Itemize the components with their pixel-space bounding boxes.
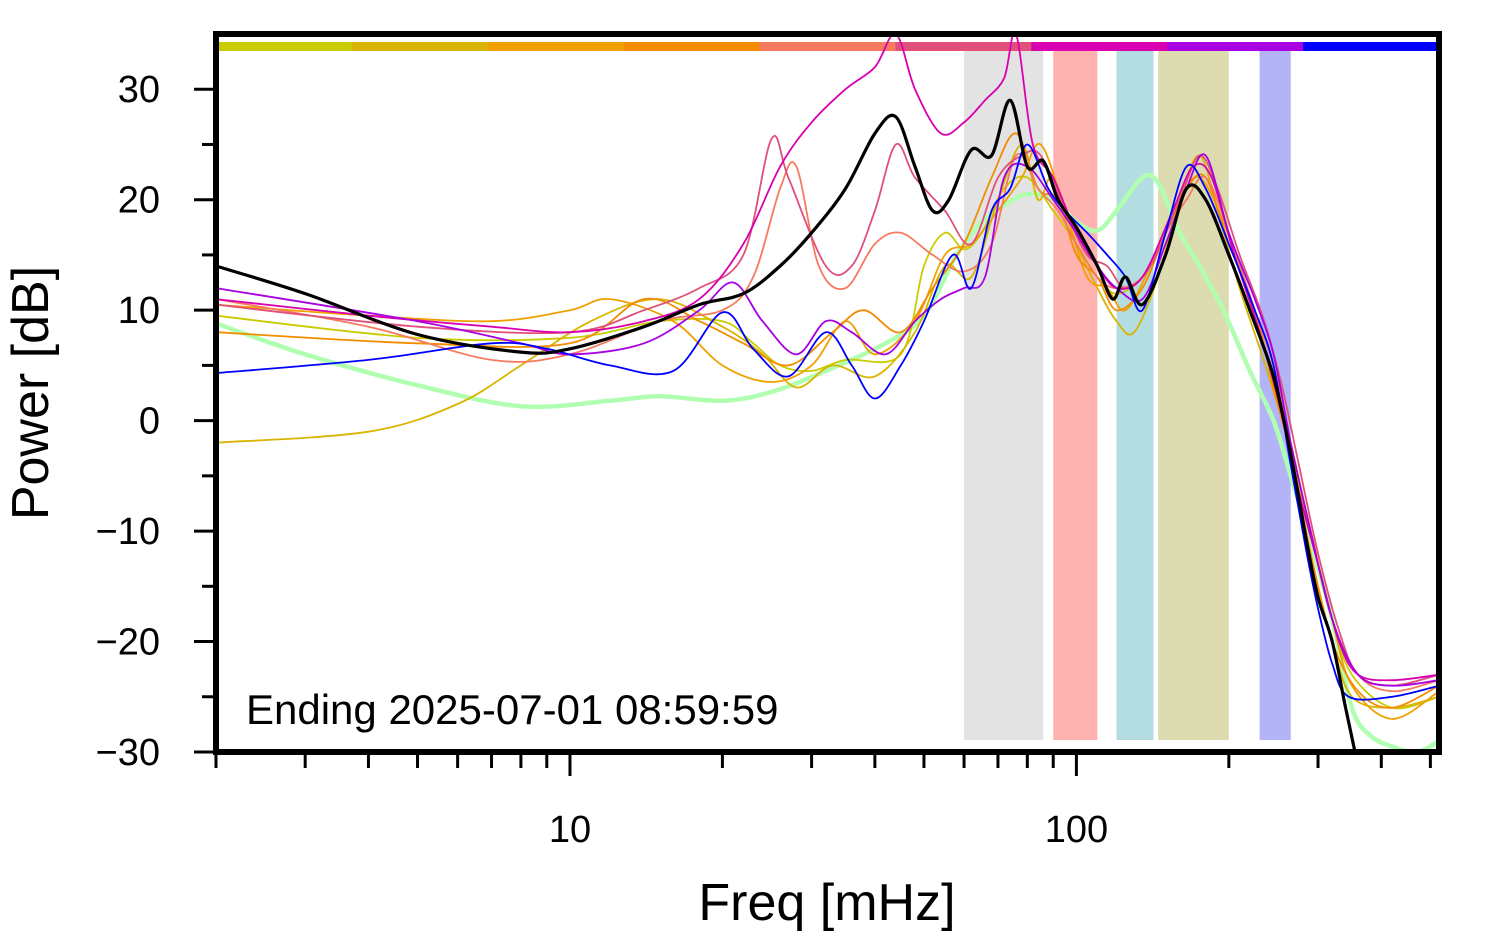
top-color-bar-segment [351, 42, 489, 51]
top-color-bar-segment [487, 42, 625, 51]
top-color-bar-segment [1031, 42, 1168, 51]
top-color-bar-segment [623, 42, 761, 51]
series-line [215, 143, 1440, 709]
top-color-bar [216, 42, 1440, 51]
series-line [215, 175, 1440, 710]
axis-ticks [194, 87, 1432, 776]
plot-frame [213, 31, 1442, 755]
y-tick-label: −10 [96, 511, 160, 553]
top-color-bar-segment [216, 42, 353, 51]
x-tick-labels: 10 100 [549, 809, 1108, 851]
series-line [215, 135, 1440, 687]
series-line [215, 153, 1440, 693]
x-tick-label: 10 [549, 809, 591, 851]
top-color-bar-segment [1303, 42, 1440, 51]
frequency-band [1116, 46, 1154, 740]
series-line [215, 153, 1440, 687]
y-tick-label: −30 [96, 732, 160, 774]
top-color-bar-segment [895, 42, 1032, 51]
series-line [214, 98, 1357, 754]
y-tick-label: 10 [118, 290, 160, 332]
top-color-bar-segment [1167, 42, 1304, 51]
x-axis-label: Freq [mHz] [698, 874, 955, 932]
frequency-band [1158, 46, 1229, 740]
frequency-band [1053, 46, 1098, 740]
y-tick-label: 20 [118, 180, 160, 222]
frequency-band [964, 46, 1044, 740]
y-axis-label: Power [dB] [2, 266, 60, 520]
annotation-text: Ending 2025-07-01 08:59:59 [246, 686, 778, 733]
frequency-bands [964, 46, 1291, 740]
series-line [215, 142, 1440, 720]
series-lines [213, 31, 1442, 755]
series-line [215, 132, 1440, 709]
y-tick-labels: 30 20 10 0 −10 −20 −30 [96, 69, 160, 774]
y-tick-label: −20 [96, 622, 160, 664]
y-tick-label: 30 [118, 69, 160, 111]
y-tick-label: 0 [139, 401, 160, 443]
x-tick-label: 100 [1045, 809, 1108, 851]
top-color-bar-segment [759, 42, 896, 51]
series-line [213, 172, 1442, 755]
series-line [215, 143, 1440, 701]
